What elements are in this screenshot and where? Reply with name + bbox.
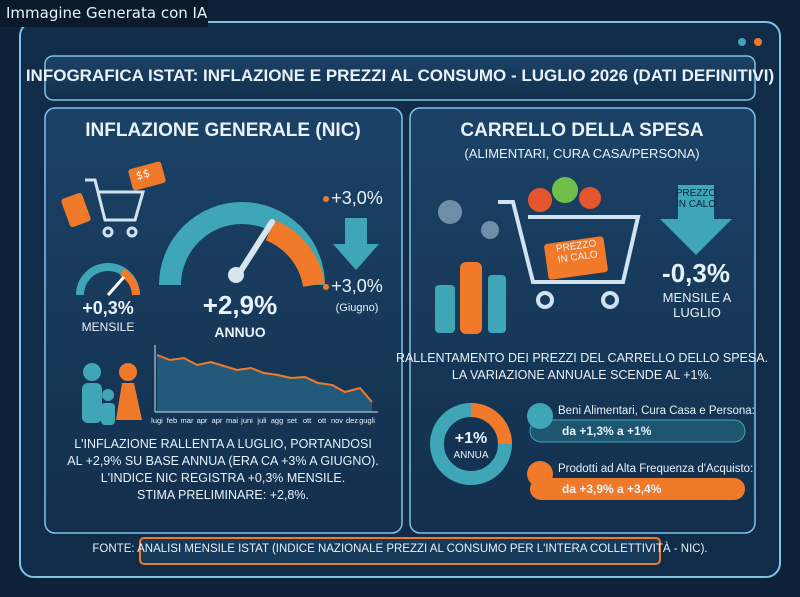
- left-text: L'INFLAZIONE RALLENTA A LUGLIO, PORTANDO…: [67, 436, 378, 504]
- month-label: ott: [302, 416, 312, 425]
- text-line: STIMA PRELIMINARE: +2,8%.: [137, 488, 309, 502]
- month-label: set: [286, 416, 298, 425]
- right-monthly-value: -0,3%: [662, 258, 730, 288]
- right-heading: CARRELLO DELLA SPESA: [460, 120, 704, 141]
- annual-value: +2,9%: [202, 290, 278, 320]
- previous-label: (Giugno): [335, 302, 379, 314]
- right-text: RALLENTAMENTO DEI PREZZI DEL CARRELLO DE…: [396, 350, 768, 384]
- left-heading: INFLAZIONE GENERALE (NIC): [85, 120, 361, 141]
- text-line: AL +2,9% SU BASE ANNUA (ERA CA +3% A GIU…: [67, 454, 379, 468]
- month-label: dez: [345, 416, 359, 425]
- arrow-label: PREZZO IN CALO: [675, 188, 717, 210]
- donut-value: +1%: [454, 430, 488, 447]
- month-label: feb: [166, 416, 178, 425]
- monthly-value: +0,3%: [82, 298, 134, 318]
- previous-top: +3,0%: [331, 188, 383, 208]
- footer-source: FONTE: ANALISI MENSILE ISTAT (INDICE NAZ…: [92, 543, 708, 555]
- month-label: agg: [270, 416, 284, 425]
- item-change: da +1,3% a +1%: [562, 424, 652, 438]
- annual-label: ANNUO: [214, 324, 266, 340]
- text-line: L'INFLAZIONE RALLENTA A LUGLIO, PORTANDO…: [74, 437, 372, 451]
- item-label: Prodotti ad Alta Frequenza d'Acquisto:: [558, 463, 754, 475]
- month-label: lugi: [151, 416, 163, 425]
- page-title: INFOGRAFICA ISTAT: INFLAZIONE E PREZZI A…: [25, 66, 775, 85]
- right-monthly-label: MENSILE A LUGLIO: [662, 290, 732, 320]
- ai-badge: Immagine Generata con IA: [0, 0, 208, 27]
- previous-value: +3,0%: [331, 276, 383, 296]
- month-label: gugli: [359, 416, 375, 425]
- monthly-label: MENSILE: [81, 320, 135, 334]
- month-label: apr: [196, 416, 208, 425]
- text-line: LA VARIAZIONE ANNUALE SCENDE AL +1%.: [451, 368, 713, 382]
- month-label: juli: [257, 416, 267, 425]
- text-line: RALLENTAMENTO DEI PREZZI DEL CARRELLO DE…: [395, 351, 769, 365]
- donut-label: ANNUA: [453, 450, 489, 461]
- month-label: mai: [225, 416, 239, 425]
- right-subheading: (ALIMENTARI, CURA CASA/PERSONA): [464, 146, 700, 161]
- item-change: da +3,9% a +3,4%: [562, 482, 662, 496]
- month-label: mar: [180, 416, 194, 425]
- month-label: nov: [330, 416, 344, 425]
- item-label: Beni Alimentari, Cura Casa e Persona:: [558, 405, 755, 417]
- month-label: juni: [241, 416, 253, 425]
- text-line: L'INDICE NIC REGISTRA +0,3% MENSILE.: [100, 471, 346, 485]
- month-label: ott: [317, 416, 327, 425]
- month-label: apr: [211, 416, 223, 425]
